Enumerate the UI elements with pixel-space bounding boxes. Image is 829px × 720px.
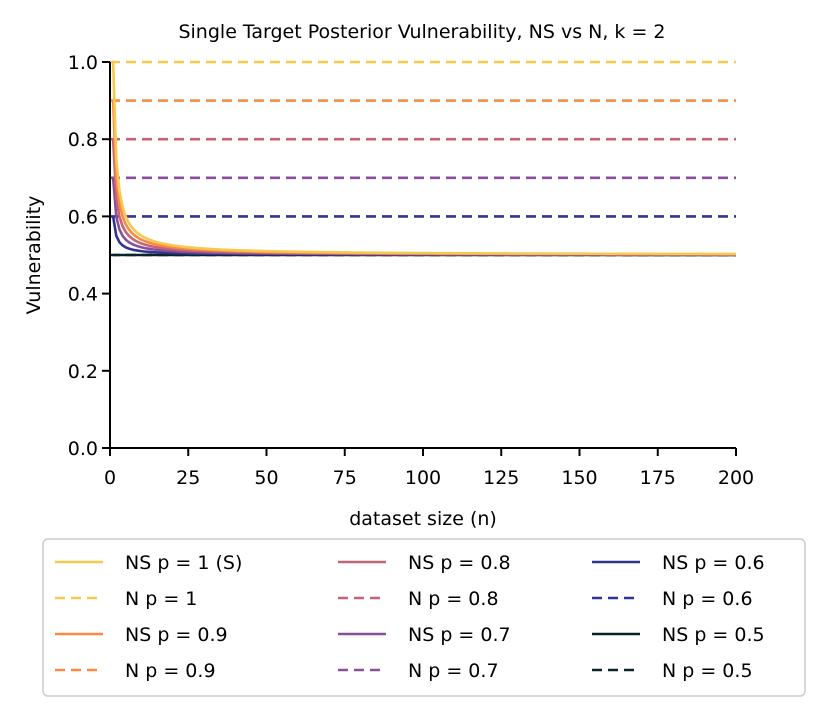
legend-entry: N p = 0.7 <box>338 660 499 682</box>
x-tick-label: 125 <box>483 467 519 489</box>
legend-label: NS p = 1 (S) <box>125 552 242 574</box>
y-tick-label: 0.2 <box>68 361 98 383</box>
x-tick-label: 25 <box>176 467 200 489</box>
legend-entry: NS p = 0.8 <box>338 552 511 574</box>
y-tick-label: 0.4 <box>68 284 98 306</box>
legend-entry: N p = 0.5 <box>592 660 753 682</box>
legend-entry: NS p = 0.6 <box>592 552 765 574</box>
x-tick-label: 100 <box>405 467 441 489</box>
legend-label: NS p = 0.6 <box>662 552 765 574</box>
legend-entry: NS p = 0.5 <box>592 624 765 646</box>
legend-entry: NS p = 0.7 <box>338 624 511 646</box>
legend-label: NS p = 0.7 <box>408 624 511 646</box>
series-layer <box>110 60 737 257</box>
legend-entries: NS p = 1 (S) N p = 1 NS p = 0.9 N p = 0.9 NS… <box>55 552 765 682</box>
y-tick-label: 0.8 <box>68 129 98 151</box>
legend-label: N p = 0.5 <box>662 660 753 682</box>
x-tick-label: 175 <box>640 467 676 489</box>
x-tick-label: 0 <box>104 467 116 489</box>
x-tick-label: 150 <box>561 467 597 489</box>
legend-label: N p = 0.8 <box>408 588 499 610</box>
legend-label: N p = 0.6 <box>662 588 753 610</box>
x-ticks: 0 25 50 75 100 125 150 175 200 <box>104 448 754 489</box>
legend-entry: N p = 0.8 <box>338 588 499 610</box>
series-line-ns-p-1 <box>111 61 737 256</box>
legend-entry: N p = 1 <box>55 588 197 610</box>
x-tick-label: 75 <box>333 467 357 489</box>
y-tick-label: 1.0 <box>68 52 98 74</box>
y-tick-label: 0.0 <box>68 438 98 460</box>
y-tick-label: 0.6 <box>68 206 98 228</box>
legend-entry: NS p = 0.9 <box>55 624 228 646</box>
legend-frame <box>42 538 806 697</box>
legend: NS p = 1 (S) N p = 1 NS p = 0.9 N p = 0.9 NS… <box>42 538 806 697</box>
legend-entry: N p = 0.6 <box>592 588 753 610</box>
legend-label: N p = 0.7 <box>408 660 499 682</box>
y-axis-label: Vulnerability <box>23 196 45 315</box>
chart-title: Single Target Posterior Vulnerability, N… <box>178 21 665 43</box>
legend-label: N p = 1 <box>125 588 197 610</box>
legend-entry: NS p = 1 (S) <box>55 552 242 574</box>
y-ticks: 0.0 0.2 0.4 0.6 0.8 1.0 <box>68 52 110 460</box>
x-tick-label: 50 <box>254 467 278 489</box>
legend-label: NS p = 0.5 <box>662 624 765 646</box>
legend-label: NS p = 0.9 <box>125 624 228 646</box>
legend-entry: N p = 0.9 <box>55 660 216 682</box>
legend-label: NS p = 0.8 <box>408 552 511 574</box>
x-axis-label: dataset size (n) <box>349 508 497 530</box>
series-line-ns-p-0-8 <box>111 139 736 256</box>
x-tick-label: 200 <box>718 467 754 489</box>
legend-label: N p = 0.9 <box>125 660 216 682</box>
